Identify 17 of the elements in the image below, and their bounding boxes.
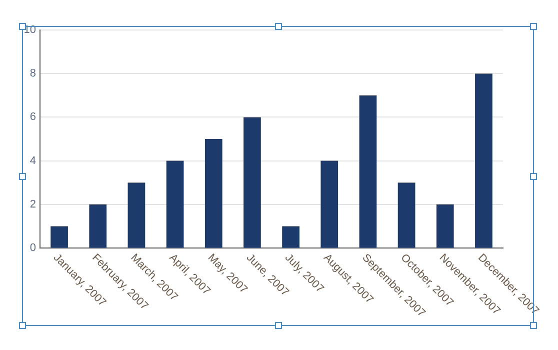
bar: [204, 139, 222, 248]
y-tick-label: 4: [30, 154, 36, 167]
bar: [166, 160, 184, 248]
bar: [475, 74, 492, 248]
bar: [50, 226, 68, 248]
y-tick-label: 0: [30, 242, 36, 254]
bar: [244, 117, 261, 248]
bar: [89, 204, 107, 248]
y-tick-label: 8: [30, 68, 36, 80]
bar: [398, 182, 416, 248]
bar: [282, 226, 300, 248]
bar: [436, 204, 454, 248]
y-tick-label: 2: [30, 198, 36, 210]
y-tick-label: 6: [30, 111, 36, 124]
bar: [359, 95, 377, 248]
bar: [128, 182, 146, 248]
bar: [320, 160, 338, 248]
